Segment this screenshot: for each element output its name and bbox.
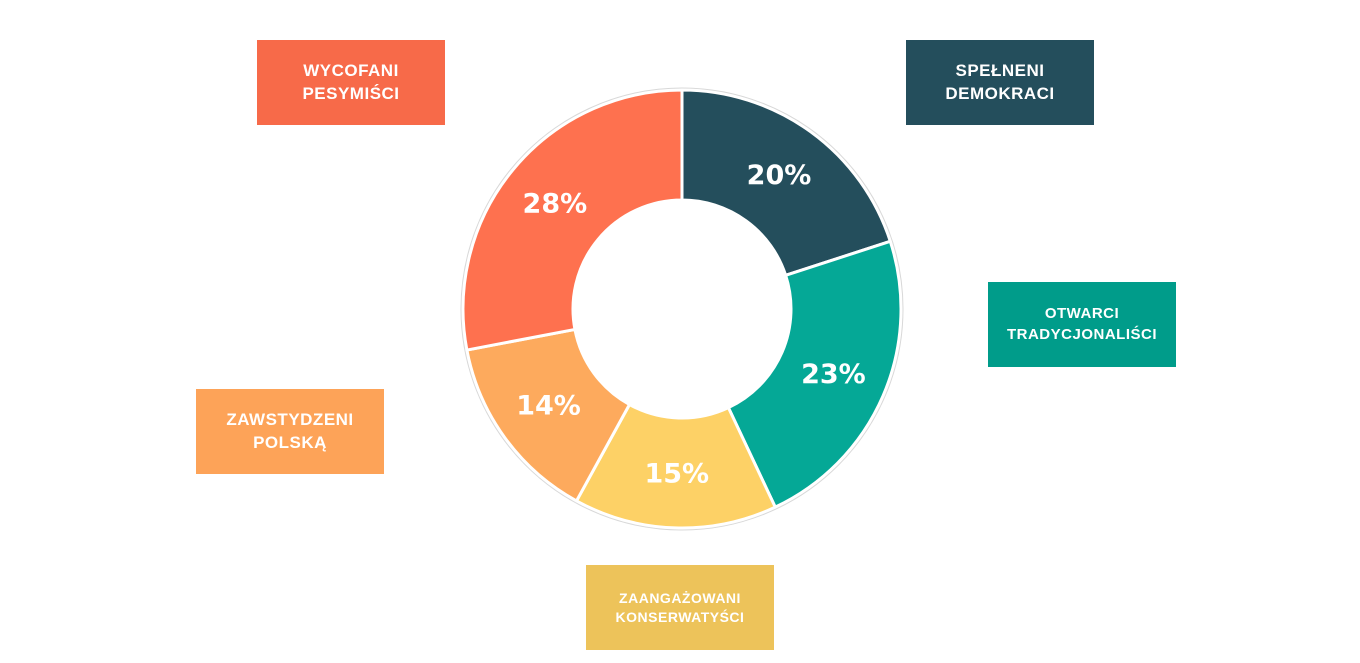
- legend-line: KONSERWATYŚCI: [615, 608, 745, 625]
- donut-slice-0: [680, 88, 892, 277]
- legend-line: WYCOFANI: [303, 60, 399, 80]
- legend-line: OTWARCI: [1044, 305, 1120, 323]
- legend-wycofani-pesymisci: WYCOFANI PESYMIŚCI: [257, 40, 445, 125]
- legend-line: SPEŁNENI: [955, 60, 1045, 80]
- value-labels-group: 20% 23% 15% 14% 28%: [516, 160, 866, 489]
- legend-spelneni-demokraci: SPEŁNENI DEMOKRACI: [906, 40, 1094, 125]
- legend-line: TRADYCJONALIŚCI: [1006, 325, 1157, 343]
- legend-otwarci-tradycjonalisci: OTWARCI TRADYCJONALIŚCI: [988, 282, 1176, 367]
- legend-line: PESYMIŚCI: [302, 83, 400, 103]
- slice-value-label-2: 15%: [644, 458, 709, 489]
- legend-zaangazowani-konserwatysci: ZAANGAŻOWANI KONSERWATYŚCI: [586, 565, 774, 650]
- legend-line: ZAWSTYDZENI: [226, 409, 354, 429]
- donut-slice-1: [726, 239, 903, 509]
- slice-value-label-3: 14%: [516, 390, 581, 421]
- legend-line: ZAANGAŻOWANI: [619, 589, 741, 606]
- slice-value-label-1: 23%: [801, 359, 866, 390]
- slice-value-label-4: 28%: [523, 188, 588, 219]
- donut-slice-2: [574, 403, 777, 530]
- legend-line: POLSKĄ: [253, 432, 327, 452]
- slices-group: [460, 87, 904, 531]
- slice-value-label-0: 20%: [747, 160, 812, 191]
- donut-slice-4: [461, 88, 684, 352]
- legend-zawstydzeni-polska: ZAWSTYDZENI POLSKĄ: [196, 389, 384, 474]
- legend-line: DEMOKRACI: [945, 83, 1055, 103]
